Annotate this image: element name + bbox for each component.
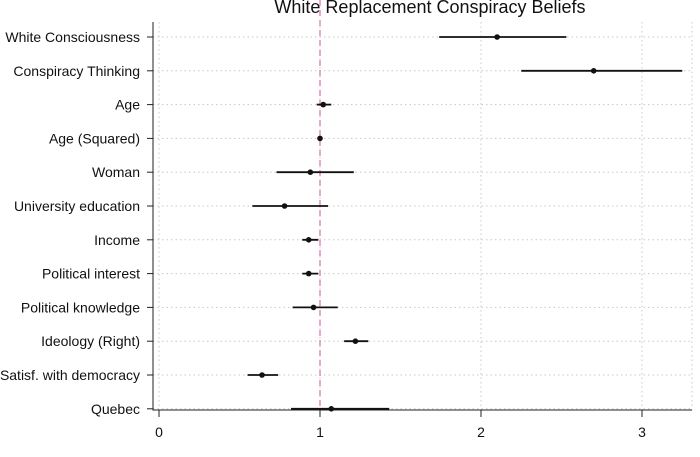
y-tick-label: Age	[115, 97, 140, 113]
grid-lines	[153, 22, 693, 410]
point-estimate	[305, 270, 312, 277]
x-tick-label: 1	[316, 424, 324, 440]
point-estimate	[590, 68, 597, 74]
point-estimate	[317, 135, 323, 142]
y-tick-label: Income	[94, 232, 140, 248]
y-tick-label: Ideology (Right)	[41, 333, 140, 349]
point-estimate	[259, 372, 265, 378]
y-tick-label: Age (Squared)	[49, 130, 140, 146]
point-estimate	[494, 34, 500, 40]
point-estimate	[320, 101, 327, 108]
y-tick-label: Woman	[92, 164, 140, 180]
point-estimate	[310, 304, 317, 311]
y-tick-label: Quebec	[91, 401, 140, 417]
y-tick-label: Conspiracy Thinking	[13, 63, 140, 79]
y-tick-label: Political knowledge	[21, 299, 140, 315]
point-estimate	[281, 203, 288, 209]
x-tick-label: 3	[638, 424, 646, 440]
x-tick-label: 0	[155, 424, 163, 440]
point-estimate	[328, 406, 335, 412]
x-tick-label: 2	[477, 424, 485, 440]
y-tick-label: University education	[14, 198, 140, 214]
y-tick-label: Satisf. with democracy	[0, 367, 140, 383]
point-estimate	[307, 169, 314, 175]
point-estimate	[305, 237, 312, 243]
y-tick-label: Political interest	[42, 266, 140, 282]
chart-title: White Replacement Conspiracy Beliefs	[274, 0, 586, 17]
y-tick-label: White Consciousness	[5, 29, 140, 45]
point-estimate	[352, 338, 359, 345]
